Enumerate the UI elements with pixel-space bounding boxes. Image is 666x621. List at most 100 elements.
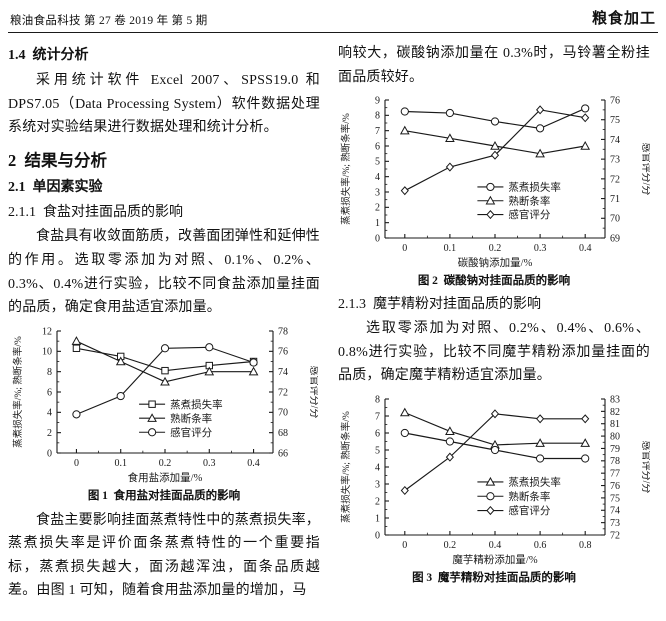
svg-text:72: 72: [610, 530, 620, 541]
page-header: 粮油食品科技 第 27 卷 2019 年 第 5 期 粮食加工: [8, 0, 658, 33]
svg-text:蒸煮损失率/%; 熟断条率/%: 蒸煮损失率/%; 熟断条率/%: [340, 411, 352, 523]
figure-3-series-2: [400, 408, 590, 495]
svg-text:感官评分/分: 感官评分/分: [308, 365, 318, 418]
figure-1-chart: 0 2 4 6 8 10 12 66 68 70 72 74 76 78 0 0.1 0.2 0.3 0.4 食用盐添…: [8, 323, 320, 487]
svg-text:0.2: 0.2: [444, 540, 457, 551]
svg-text:0: 0: [402, 243, 407, 254]
paragraph-statistics: 采用统计软件 Excel 2007、SPSS19.0 和 DPS7.05（Dat…: [8, 73, 320, 136]
svg-text:10: 10: [42, 346, 52, 357]
figure-1: 0 2 4 6 8 10 12 66 68 70 72 74 76 78 0 0.1 0.2 0.3 0.4 食用盐添…: [8, 323, 320, 504]
svg-text:76: 76: [278, 346, 288, 357]
figure-2-series-0: [400, 104, 590, 133]
heading-2-1: 2.1 单因素实验: [8, 180, 103, 196]
svg-text:78: 78: [278, 326, 288, 337]
svg-text:0.1: 0.1: [114, 458, 127, 469]
svg-text:79: 79: [610, 444, 620, 455]
svg-text:魔芋精粉添加量/%: 魔芋精粉添加量/%: [452, 553, 537, 566]
figure-1-series-1: [71, 335, 259, 386]
svg-text:71: 71: [610, 194, 620, 205]
figure-3-caption: 图 3 魔芋精粉对挂面品质的影响: [412, 571, 576, 584]
svg-text:0: 0: [47, 448, 52, 459]
figure-2-series-2: [400, 105, 590, 196]
svg-text:70: 70: [610, 214, 620, 225]
svg-text:感官评分/分: 感官评分/分: [640, 440, 650, 493]
svg-text:0.2: 0.2: [159, 458, 172, 469]
heading-1-4: 1.4 统计分析: [8, 48, 89, 63]
svg-text:0.1: 0.1: [444, 243, 457, 254]
svg-text:80: 80: [610, 431, 620, 442]
svg-text:76: 76: [610, 481, 620, 492]
svg-text:7: 7: [375, 411, 380, 422]
svg-text:1: 1: [375, 513, 380, 524]
svg-text:81: 81: [610, 419, 620, 430]
svg-text:0.4: 0.4: [489, 540, 502, 551]
left-column: 1.4 统计分析 采用统计软件 Excel 2007、SPSS19.0 和 DP…: [8, 42, 320, 603]
svg-text:感官评分: 感官评分: [508, 504, 550, 517]
svg-text:75: 75: [610, 115, 620, 126]
svg-text:0.4: 0.4: [247, 458, 260, 469]
svg-text:感官评分/分: 感官评分/分: [640, 143, 650, 196]
svg-text:78: 78: [610, 456, 620, 467]
svg-text:1: 1: [375, 218, 380, 229]
svg-text:75: 75: [610, 493, 620, 504]
figure-3-series-1: [400, 428, 590, 463]
svg-text:3: 3: [375, 187, 380, 198]
figure-1-series-2: [72, 342, 258, 418]
svg-text:蒸煮损失率: 蒸煮损失率: [508, 181, 561, 194]
svg-text:0.2: 0.2: [489, 243, 502, 254]
svg-text:9: 9: [375, 95, 380, 106]
svg-text:7: 7: [375, 126, 380, 137]
svg-text:8: 8: [375, 394, 380, 405]
svg-text:83: 83: [610, 394, 620, 405]
svg-text:0: 0: [375, 530, 380, 541]
heading-2-1-1: 2.1.1 食盐对挂面品质的影响: [8, 205, 183, 221]
svg-text:2: 2: [47, 428, 52, 439]
svg-text:0.4: 0.4: [579, 243, 592, 254]
paragraph-konjac-intro: 选取零添加为对照、0.2%、0.4%、0.6%、0.8%进行实验，比较不同魔芋精…: [338, 321, 650, 384]
figure-2: 0 1 2 3 4 5 6 7 8 9 69 70 71 72 73 74 75 76 0 0.1 0.2 0.3 0.4 碳…: [338, 92, 650, 289]
svg-text:0: 0: [74, 458, 79, 469]
svg-text:0.3: 0.3: [534, 243, 547, 254]
svg-text:食用盐添加量/%: 食用盐添加量/%: [128, 471, 203, 484]
svg-text:熟断条率: 熟断条率: [170, 411, 212, 424]
svg-text:6: 6: [47, 387, 52, 398]
svg-text:73: 73: [610, 518, 620, 529]
svg-text:4: 4: [375, 172, 380, 183]
svg-text:6: 6: [375, 428, 380, 439]
svg-text:感官评分: 感官评分: [508, 208, 550, 221]
svg-text:3: 3: [375, 479, 380, 490]
figure-2-caption: 图 2 碳酸钠对挂面品质的影响: [417, 275, 571, 288]
svg-text:72: 72: [278, 387, 288, 398]
svg-text:蒸煮损失率/%; 熟断条率/%: 蒸煮损失率/%; 熟断条率/%: [12, 336, 24, 448]
svg-text:8: 8: [47, 367, 52, 378]
heading-2-1-3: 2.1.3 魔芋精粉对挂面品质的影响: [338, 297, 541, 313]
journal-info: 粮油食品科技 第 27 卷 2019 年 第 5 期: [10, 15, 208, 27]
svg-text:0: 0: [402, 540, 407, 551]
svg-text:74: 74: [278, 367, 288, 378]
section-label: 粮食加工: [591, 11, 656, 27]
paragraph-salt-discussion: 食盐主要影响挂面蒸煮特性中的蒸煮损失率，蒸煮损失率是评价面条蒸煮特性的一个重要指…: [8, 512, 320, 599]
two-column-body: 1.4 统计分析 采用统计软件 Excel 2007、SPSS19.0 和 DP…: [8, 33, 658, 603]
svg-text:72: 72: [610, 174, 620, 185]
figure-3: 0 1 2 3 4 5 6 7 8 72 73 74 75 76 77 78 79 80 81 82 83 0 0.2 0.4…: [338, 391, 650, 586]
figure-2-chart: 0 1 2 3 4 5 6 7 8 9 69 70 71 72 73 74 75 76 0 0.1 0.2 0.3 0.4 碳…: [338, 92, 650, 272]
svg-text:0.3: 0.3: [203, 458, 216, 469]
figure-3-series-0: [399, 407, 591, 449]
figure-2-svg: 0 1 2 3 4 5 6 7 8 9 69 70 71 72 73 74 75 76 0 0.1 0.2 0.3 0.4 碳…: [340, 95, 650, 269]
svg-text:74: 74: [610, 135, 620, 146]
svg-text:熟断条率: 熟断条率: [508, 194, 550, 207]
svg-text:碳酸钠添加量/%: 碳酸钠添加量/%: [458, 256, 533, 269]
svg-text:4: 4: [375, 462, 380, 473]
heading-2: 2 结果与分析: [8, 150, 107, 170]
figure-1-caption: 图 1 食用盐对挂面品质的影响: [87, 489, 241, 502]
paragraph-salt-intro: 食盐具有收敛面筋质，改善面团弹性和延伸性的作用。选取零添加为对照、0.1%、0.…: [8, 229, 320, 316]
svg-text:8: 8: [375, 111, 380, 122]
svg-text:感官评分: 感官评分: [170, 425, 212, 438]
